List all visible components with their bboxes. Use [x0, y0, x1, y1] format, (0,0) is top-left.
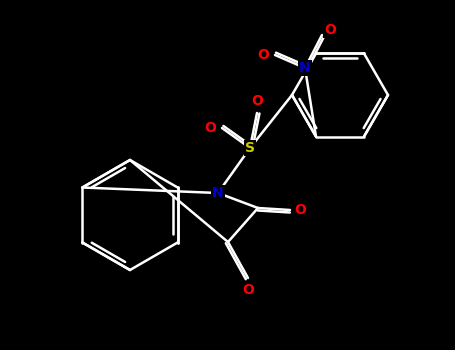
- Text: O: O: [251, 94, 263, 108]
- Text: N: N: [212, 186, 224, 200]
- Text: O: O: [257, 48, 269, 62]
- Text: O: O: [324, 23, 336, 37]
- Text: O: O: [242, 283, 254, 297]
- Text: N: N: [299, 61, 311, 75]
- Text: O: O: [204, 121, 216, 135]
- Text: S: S: [245, 141, 255, 155]
- Text: O: O: [294, 203, 306, 217]
